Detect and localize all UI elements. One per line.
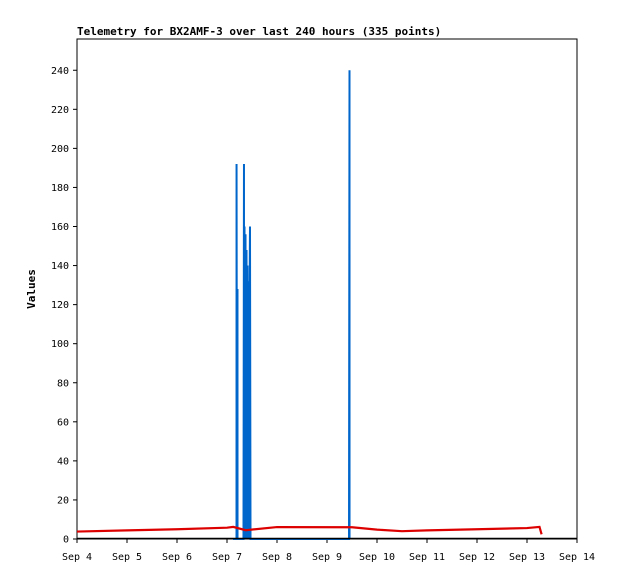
y-tick-label: 120: [51, 300, 69, 311]
x-tick-label: Sep 5: [112, 552, 142, 563]
x-tick-label: Sep 10: [359, 552, 395, 563]
y-tick-label: 0: [63, 535, 69, 546]
x-tick-label: Sep 13: [509, 552, 545, 563]
x-tick-label: Sep 6: [162, 552, 192, 563]
y-tick-label: 100: [51, 339, 69, 350]
y-axis: 0 20 40 60 80 100 120 140 160 180 200 220 240: [51, 66, 77, 546]
y-tick-label: 160: [51, 222, 69, 233]
y-tick-label: 40: [57, 456, 69, 467]
y-tick-label: 200: [51, 144, 69, 155]
x-tick-label: Sep 14: [559, 552, 595, 563]
y-tick-label: 240: [51, 66, 69, 77]
plot-frame: [76, 38, 578, 540]
x-tick-label: Sep 7: [212, 552, 242, 563]
x-tick-label: Sep 4: [62, 552, 92, 563]
series-line-2: [76, 525, 543, 535]
y-axis-label: Values: [25, 269, 38, 309]
y-tick-label: 20: [57, 495, 69, 506]
x-tick-label: Sep 12: [459, 552, 495, 563]
y-tick-label: 60: [57, 417, 69, 428]
x-tick-label: Sep 9: [312, 552, 342, 563]
x-tick-label: Sep 8: [262, 552, 292, 563]
y-tick-label: 80: [57, 378, 69, 389]
chart-title: Telemetry for BX2AMF-3 over last 240 hou…: [77, 25, 441, 38]
y-tick-label: 140: [51, 261, 69, 272]
y-tick-label: 180: [51, 183, 69, 194]
x-axis: Sep 4 Sep 5 Sep 6 Sep 7 Sep 8 Sep 9 Sep 10 Sep …: [62, 539, 595, 563]
y-tick-label: 220: [51, 105, 69, 116]
x-tick-label: Sep 11: [409, 552, 445, 563]
